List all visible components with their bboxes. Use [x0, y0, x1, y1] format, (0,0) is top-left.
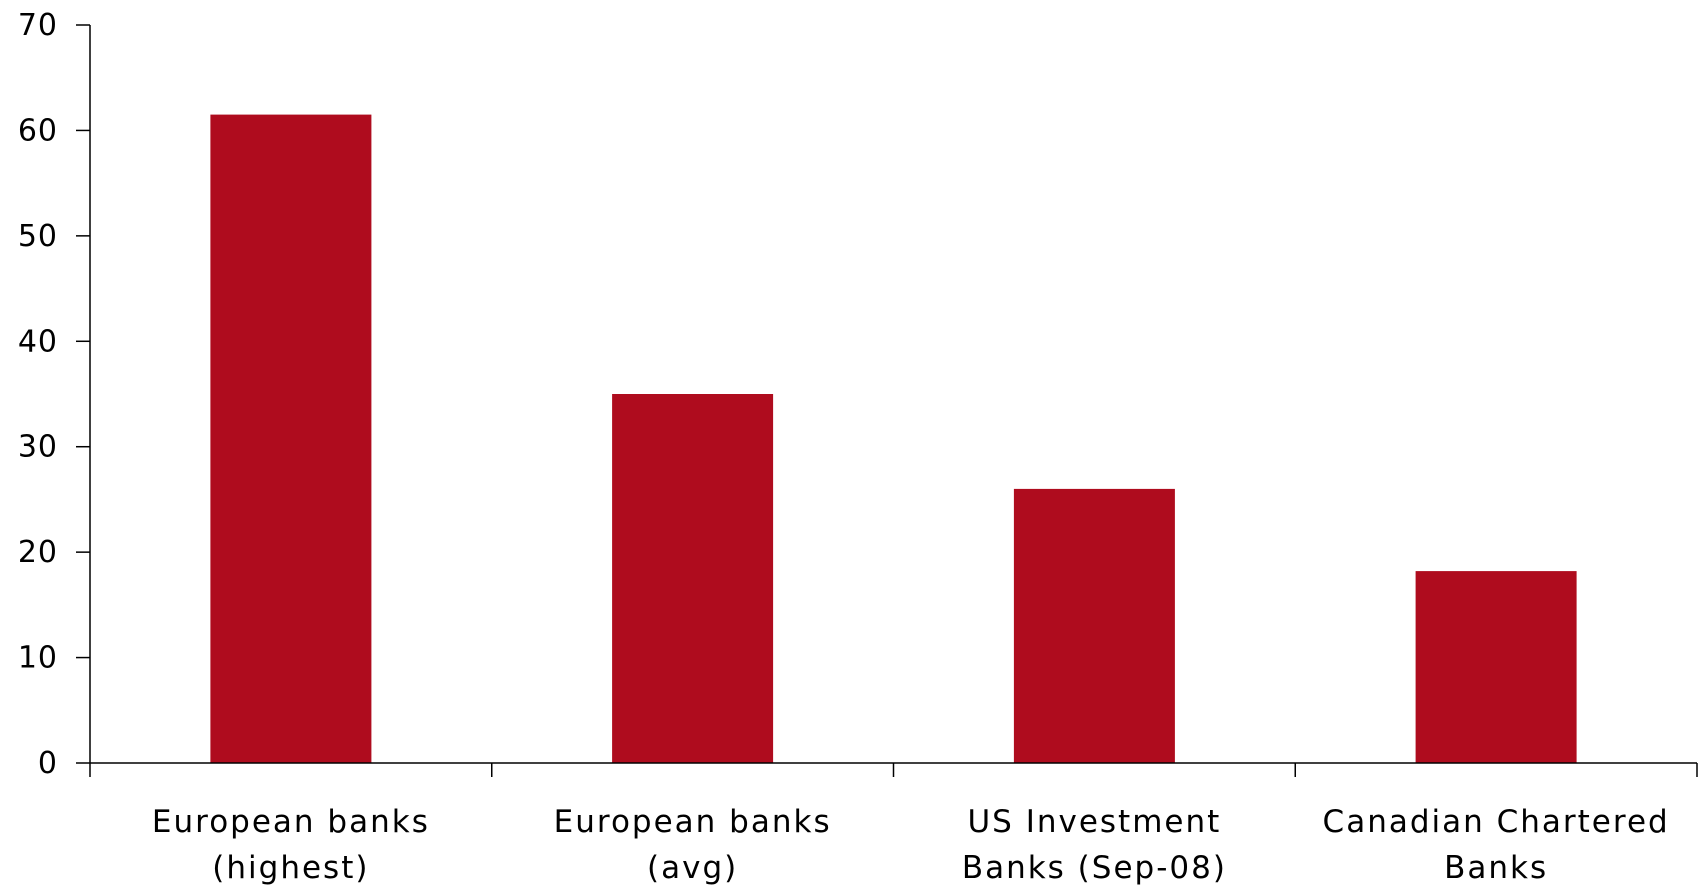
x-category-label-line: European banks	[152, 804, 430, 840]
x-category-label-line: (highest)	[212, 850, 369, 886]
x-category-label-3: US Investment Banks (Sep-08)	[962, 804, 1227, 886]
x-category-label-line: Canadian Chartered	[1323, 804, 1670, 840]
y-tick-label-70: 70	[18, 8, 58, 43]
x-category-label-line: (avg)	[647, 850, 738, 886]
axes-layer	[76, 24, 1698, 777]
x-category-label-1: European banks (highest)	[152, 804, 430, 886]
y-tick-label-40: 40	[18, 324, 58, 359]
x-category-label-2: European banks (avg)	[554, 804, 832, 886]
bar-4	[1415, 571, 1577, 763]
x-category-label-line: US Investment	[967, 804, 1221, 840]
x-category-label-line: European banks	[554, 804, 832, 840]
y-tick-label-0: 0	[38, 746, 58, 781]
bars-layer	[210, 114, 1577, 764]
x-category-label-line: Banks	[1444, 850, 1548, 886]
y-tick-label-30: 30	[18, 430, 58, 465]
y-tick-label-50: 50	[18, 219, 58, 254]
bar-3	[1013, 488, 1175, 763]
x-category-label-4: Canadian Chartered Banks	[1323, 804, 1670, 886]
bar-1	[210, 114, 372, 764]
bar-2	[612, 394, 774, 763]
y-tick-label-20: 20	[18, 535, 58, 570]
y-tick-label-60: 60	[18, 113, 58, 148]
y-tick-label-10: 10	[18, 641, 58, 676]
x-category-label-line: Banks (Sep-08)	[962, 850, 1227, 886]
